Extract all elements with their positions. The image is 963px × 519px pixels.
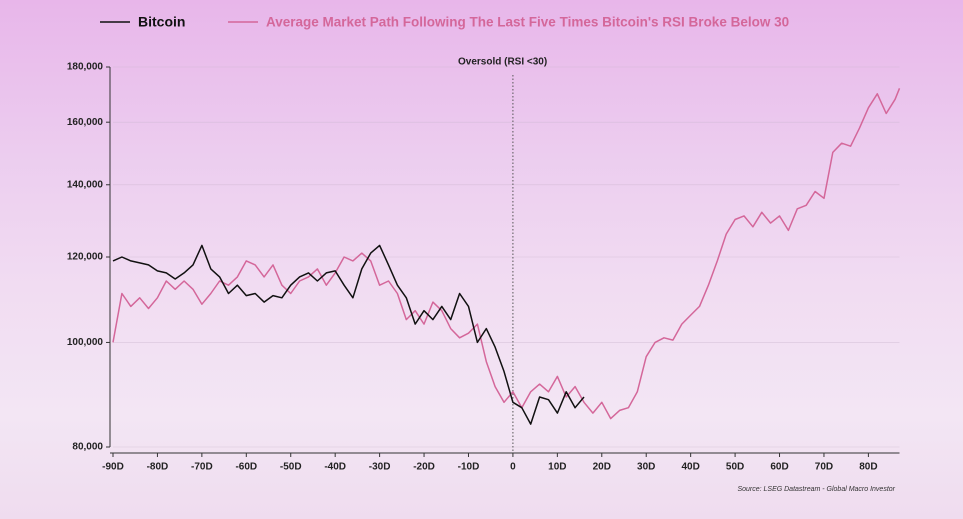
x-tick-label: 50D: [726, 462, 744, 473]
x-tick-label: 70D: [815, 462, 833, 473]
x-tick-label: 30D: [637, 462, 655, 473]
y-tick-label: 180,000: [67, 62, 104, 73]
series-line: [112, 244, 585, 425]
x-tick-label: 80D: [859, 462, 877, 473]
legend-label: Bitcoin: [138, 14, 185, 30]
y-tick-label: 160,000: [67, 117, 104, 128]
source-note: Source: LSEG Datastream - Global Macro I…: [737, 486, 895, 493]
x-tick-label: -50D: [280, 462, 302, 473]
x-tick-label: -40D: [324, 462, 346, 473]
x-tick-label: -80D: [147, 462, 169, 473]
series-line: [112, 88, 901, 420]
x-tick-label: -20D: [413, 462, 435, 473]
annotation-label: Oversold (RSI <30): [458, 57, 547, 68]
x-tick-label: -60D: [235, 462, 257, 473]
x-tick-label: -70D: [191, 462, 213, 473]
x-tick-label: 60D: [770, 462, 788, 473]
x-tick-label: -10D: [458, 462, 480, 473]
x-tick-label: 20D: [593, 462, 611, 473]
legend-label: Average Market Path Following The Last F…: [266, 15, 789, 30]
x-tick-label: -30D: [369, 462, 391, 473]
x-tick-label: 10D: [548, 462, 566, 473]
x-tick-label: -90D: [102, 462, 124, 473]
y-tick-label: 120,000: [67, 252, 104, 263]
y-tick-label: 80,000: [72, 442, 103, 453]
y-tick-label: 100,000: [67, 337, 104, 348]
x-tick-label: 0: [510, 462, 516, 473]
y-tick-label: 140,000: [67, 179, 104, 190]
x-tick-label: 40D: [681, 462, 699, 473]
